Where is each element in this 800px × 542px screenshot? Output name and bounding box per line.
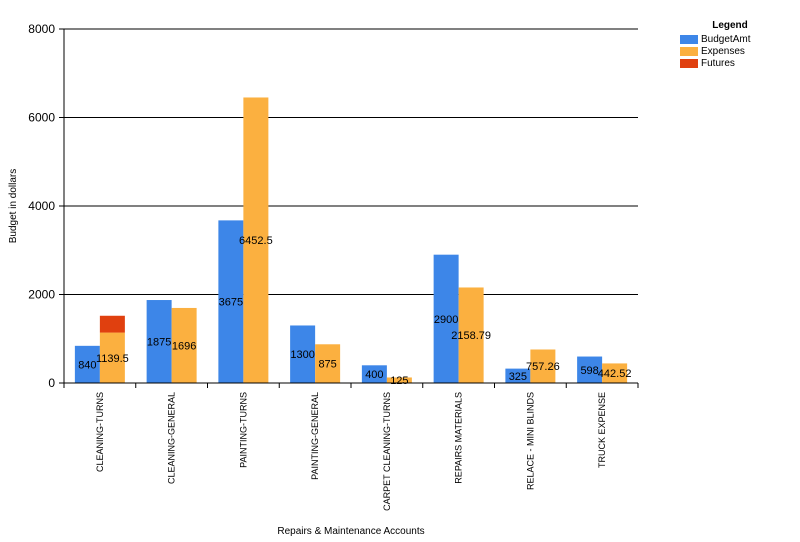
- bar-expenses: [315, 344, 341, 383]
- legend-item-futures: Futures: [680, 57, 780, 69]
- bar-budgetamt: [146, 300, 172, 383]
- x-category-label: CLEANING-TURNS: [95, 392, 105, 472]
- data-label: 400: [365, 369, 383, 381]
- legend-item-expenses: Expenses: [680, 45, 780, 57]
- y-tick-label: 0: [48, 376, 55, 390]
- legend-label: Futures: [701, 57, 735, 69]
- x-category-label: CLEANING-GENERAL: [167, 392, 177, 484]
- bar-expenses: [171, 307, 197, 383]
- legend-label: BudgetAmt: [701, 33, 751, 45]
- legend-title: Legend: [712, 20, 748, 31]
- data-label: 1875: [147, 337, 171, 349]
- x-category-label: RELACE - MINI BLINDS: [525, 392, 535, 490]
- bar-expenses: [99, 332, 125, 383]
- x-category-label: CARPET CLEANING-TURNS: [382, 392, 392, 511]
- x-category-label: PAINTING-TURNS: [238, 392, 248, 468]
- bar-budgetamt: [74, 345, 100, 383]
- bar-budgetamt: [505, 368, 531, 383]
- x-category-label: PAINTING-GENERAL: [310, 392, 320, 480]
- legend-swatch: [680, 58, 698, 68]
- data-label: 2158.79: [451, 330, 491, 342]
- y-tick-label: 2000: [28, 288, 55, 302]
- data-label: 1139.5: [96, 353, 129, 365]
- axes: 0 2000 4000 6000 8000 CLEANING-TURNS CLEANING-…: [28, 22, 639, 511]
- legend: Legend BudgetAmt Expenses Futures: [680, 20, 780, 69]
- data-label: 875: [318, 359, 336, 371]
- bar-budgetamt: [290, 325, 316, 383]
- y-tick-label: 4000: [28, 199, 55, 213]
- data-label: 442.52: [598, 368, 632, 380]
- legend-item-budgetamt: BudgetAmt: [680, 33, 780, 45]
- bar-budgetamt: [218, 220, 244, 383]
- data-label: 325: [509, 371, 527, 383]
- y-axis-title: Budget in dollars: [8, 169, 19, 244]
- data-label: 2900: [434, 314, 458, 326]
- bar-futures: [99, 315, 125, 333]
- x-category-label: REPAIRS MATERIALS: [454, 392, 464, 484]
- data-label: 125: [390, 375, 408, 387]
- bars: [74, 97, 628, 384]
- y-tick-label: 8000: [28, 22, 55, 36]
- legend-label: Expenses: [701, 45, 745, 57]
- x-category-label: TRUCK EXPENSE: [597, 392, 607, 468]
- bar-budgetamt: [361, 365, 387, 383]
- data-label: 6452.5: [239, 235, 273, 247]
- legend-swatch: [680, 46, 698, 56]
- x-axis-title: Repairs & Maintenance Accounts: [277, 526, 424, 537]
- bar-expenses: [458, 287, 484, 383]
- bar-expenses: [602, 363, 628, 383]
- data-label: 598: [580, 365, 598, 377]
- bar-expenses: [530, 349, 556, 383]
- data-label: 840: [78, 359, 96, 371]
- data-label: 757.26: [526, 361, 560, 373]
- data-label: 3675: [219, 297, 243, 309]
- legend-swatch: [680, 34, 698, 44]
- data-label: 1696: [172, 340, 196, 352]
- y-tick-label: 6000: [28, 111, 55, 125]
- legend-items: BudgetAmt Expenses Futures: [680, 33, 780, 69]
- bar-budgetamt: [577, 356, 603, 383]
- bar-expenses: [243, 97, 269, 384]
- bar-budgetamt: [433, 254, 459, 383]
- bar-expenses: [386, 377, 412, 383]
- data-label: 1300: [290, 349, 314, 361]
